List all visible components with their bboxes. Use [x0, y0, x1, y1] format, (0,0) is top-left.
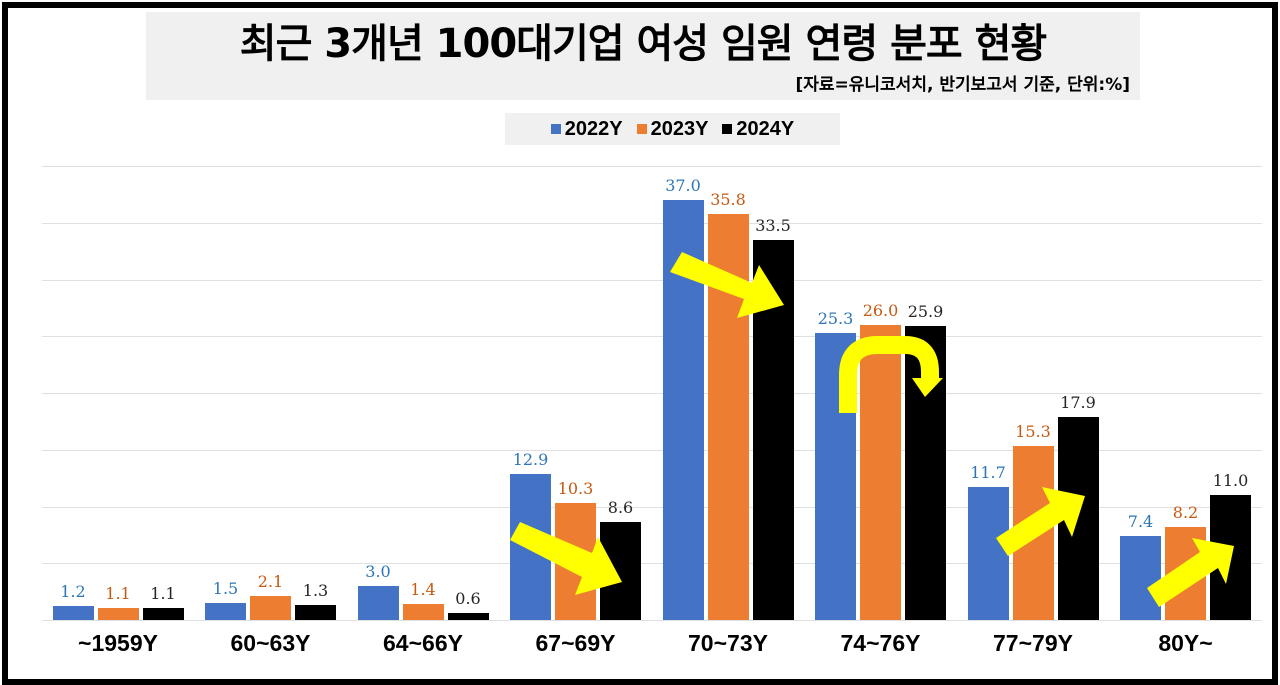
data-label: 11.7	[970, 463, 1006, 483]
chart-title: 최근 3개년 100대기업 여성 임원 연령 분포 현황	[239, 21, 1047, 67]
chart-source: [자료=유니코서치, 반기보고서 기준, 단위:%]	[795, 75, 1130, 95]
data-label: 25.9	[907, 302, 944, 322]
category-label: ~1959Y	[78, 630, 158, 656]
category-label: 67~69Y	[535, 630, 616, 656]
legend-swatch-2024	[722, 124, 733, 134]
bar-2024Y-~1959Y	[142, 607, 184, 620]
data-label: 33.5	[755, 215, 791, 235]
bar-2024Y-80Y~	[1210, 495, 1251, 620]
bar-2023Y-~1959Y	[97, 607, 139, 620]
legend-item-2024: 2024Y	[722, 118, 794, 141]
data-label: 10.3	[557, 479, 594, 499]
gridline	[42, 506, 1262, 508]
data-label: 35.8	[710, 189, 746, 209]
gridline	[42, 279, 1262, 281]
data-label: 1.2	[60, 582, 86, 602]
gridline	[42, 336, 1262, 338]
title-box: 최근 3개년 100대기업 여성 임원 연령 분포 현황 [자료=유니코서치, …	[146, 12, 1140, 100]
gridline	[42, 449, 1262, 451]
data-label: 12.9	[512, 449, 549, 469]
gridline	[42, 563, 1262, 565]
bar-2024Y-74~76Y	[905, 326, 946, 620]
data-label: 11.0	[1212, 471, 1249, 491]
bar-2023Y-80Y~	[1165, 526, 1206, 620]
bar-2024Y-77~79Y	[1057, 416, 1099, 620]
legend-swatch-2022	[550, 124, 561, 134]
bar-2022Y-74~76Y	[815, 332, 856, 620]
bar-2023Y-70~73Y	[707, 213, 749, 620]
data-label: 1.3	[302, 581, 329, 601]
legend-item-2022: 2022Y	[550, 117, 623, 141]
data-label: 26.0	[862, 300, 899, 320]
gridline	[42, 222, 1262, 224]
category-label: 60~63Y	[230, 630, 311, 656]
legend-label-2024: 2024Y	[736, 117, 795, 140]
bar-2022Y-64~66Y	[357, 585, 399, 620]
bar-2022Y-80Y~	[1120, 536, 1161, 620]
gridline	[42, 166, 1262, 167]
bar-2023Y-74~76Y	[860, 324, 901, 620]
bar-2022Y-77~79Y	[967, 487, 1009, 620]
data-label: 1.4	[410, 580, 436, 600]
bar-2023Y-60~63Y	[250, 596, 291, 620]
data-label: 7.4	[1127, 512, 1154, 531]
data-label: 15.3	[1015, 422, 1051, 442]
bar-2024Y-60~63Y	[295, 605, 336, 620]
category-label: 74~76Y	[840, 630, 921, 656]
data-label: 37.0	[665, 176, 701, 196]
data-label: 0.6	[455, 589, 481, 609]
bar-2022Y-~1959Y	[52, 606, 94, 620]
bar-2024Y-64~66Y	[447, 613, 489, 620]
bar-2023Y-67~69Y	[555, 503, 596, 620]
category-label: 64~66Y	[383, 630, 463, 656]
category-label: 80Y~	[1158, 630, 1213, 656]
data-label: 25.3	[817, 308, 854, 328]
data-label: 8.6	[607, 498, 634, 518]
bar-2024Y-70~73Y	[752, 239, 794, 620]
legend-label-2023: 2023Y	[650, 117, 709, 140]
data-label: 1.5	[212, 578, 239, 598]
data-label: 3.0	[365, 561, 391, 581]
bar-2024Y-67~69Y	[600, 522, 641, 620]
bar-2022Y-60~63Y	[205, 602, 246, 620]
data-label: 8.2	[1172, 502, 1199, 522]
gridline	[42, 393, 1262, 394]
bar-2022Y-70~73Y	[662, 200, 704, 620]
bar-2023Y-64~66Y	[402, 604, 444, 620]
gridline	[42, 620, 1262, 621]
bar-2023Y-77~79Y	[1012, 446, 1054, 620]
legend-label-2022: 2022Y	[564, 117, 623, 140]
plot-area: 1.2 1.1 1.1 1.5 2.1 1.3 3.0 1.4 0.6 12.9 10.3 8.6 37…	[42, 150, 1262, 621]
data-label: 1.1	[105, 583, 131, 603]
data-label: 1.1	[150, 583, 176, 603]
category-label: 70~73Y	[688, 630, 768, 656]
legend-item-2023: 2023Y	[636, 117, 709, 141]
chart-legend: 2022Y 2023Y 2024Y	[505, 113, 840, 145]
category-label: 77~79Y	[993, 630, 1073, 656]
data-label: 2.1	[257, 572, 284, 592]
data-label: 17.9	[1060, 392, 1096, 412]
legend-swatch-2023	[636, 124, 647, 134]
